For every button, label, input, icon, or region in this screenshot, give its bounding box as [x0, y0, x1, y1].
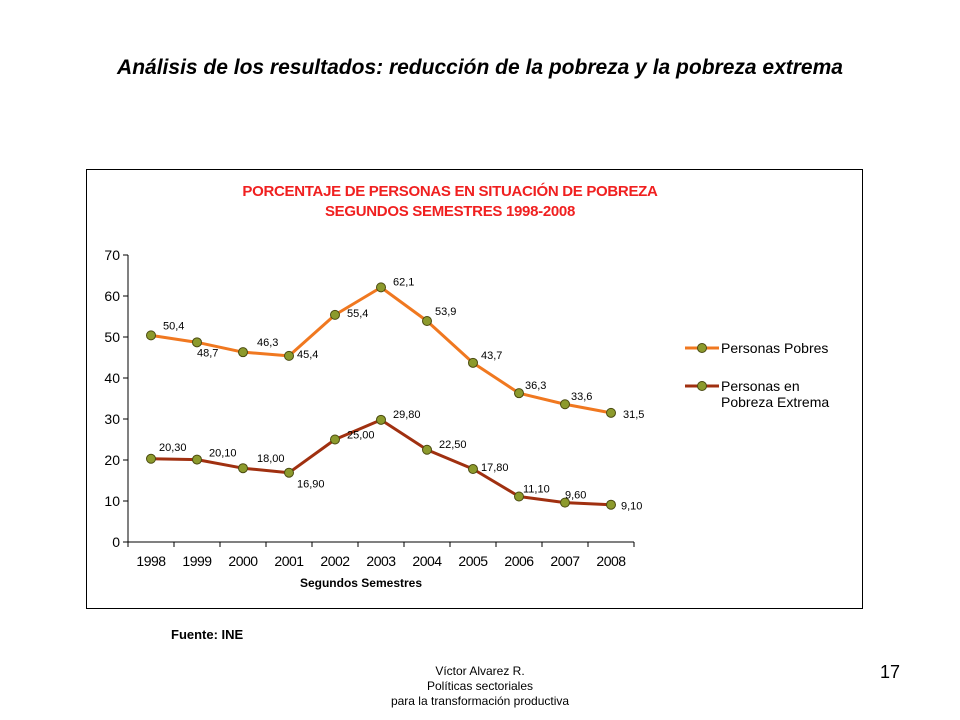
data-label: 17,80 — [481, 462, 509, 474]
data-label: 9,60 — [565, 490, 586, 502]
legend-swatch-marker — [697, 381, 707, 391]
data-label: 11,10 — [523, 483, 550, 495]
data-point-marker — [422, 444, 432, 455]
data-point-marker — [284, 350, 294, 361]
y-tick-label: 70 — [104, 247, 120, 263]
data-point-marker — [606, 499, 616, 510]
data-point-marker — [468, 464, 478, 475]
data-label: 25,00 — [347, 430, 375, 442]
data-label: 29,80 — [393, 409, 421, 421]
data-label: 53,9 — [435, 306, 456, 318]
data-point-marker — [238, 463, 248, 474]
data-point-marker — [560, 497, 570, 508]
data-label: 36,3 — [525, 380, 546, 392]
series-line-1 — [150, 285, 612, 415]
y-tick-label: 20 — [104, 452, 120, 468]
data-label: 46,3 — [257, 337, 278, 349]
y-tick-label: 0 — [112, 534, 120, 550]
data-point-marker — [514, 388, 524, 399]
data-point-marker — [376, 414, 386, 425]
x-tick-label: 2008 — [596, 553, 626, 569]
data-label: 31,5 — [623, 409, 644, 421]
data-point-marker — [146, 453, 156, 464]
x-tick-label: 1999 — [182, 553, 212, 569]
data-label: 16,90 — [297, 479, 325, 491]
footer-line-3: para la transformación productiva — [390, 694, 570, 708]
chart-title-line-2: SEGUNDOS SEMESTRES 1998-2008 — [325, 203, 575, 220]
x-axis-label: Segundos Semestres — [300, 576, 422, 590]
data-point-marker — [192, 454, 202, 465]
data-label: 48,7 — [197, 347, 218, 359]
x-tick-label: 2005 — [458, 553, 488, 569]
data-point-marker — [606, 407, 616, 418]
footer-line-2: Políticas sectoriales — [426, 679, 534, 693]
footer: Víctor Alvarez R. Políticas sectoriales … — [330, 664, 630, 709]
data-label: 55,4 — [347, 308, 368, 320]
data-label: 43,7 — [481, 350, 502, 362]
chart-title-line-1: PORCENTAJE DE PERSONAS EN SITUACIÓN DE P… — [242, 182, 658, 200]
data-label: 20,30 — [159, 442, 187, 454]
data-point-marker — [284, 467, 294, 478]
source-note: Fuente: INE — [171, 627, 244, 642]
data-point-marker — [238, 347, 248, 358]
footer-author: Víctor Alvarez R. — [435, 664, 525, 678]
y-tick-label: 30 — [104, 411, 120, 427]
data-point-marker — [330, 309, 340, 320]
x-tick-label: 2000 — [228, 553, 258, 569]
data-label: 18,00 — [257, 453, 285, 465]
x-tick-label: 1998 — [136, 553, 166, 569]
legend-swatch-marker — [697, 343, 707, 353]
slide-title: Análisis de los resultados: reducción de… — [117, 56, 843, 79]
data-point-marker — [468, 357, 478, 368]
legend-label: Personas Pobres — [721, 340, 828, 356]
data-point-marker — [560, 399, 570, 410]
data-point-marker — [376, 282, 386, 293]
x-tick-label: 2004 — [412, 553, 442, 569]
data-label: 50,4 — [163, 320, 184, 332]
data-label: 22,50 — [439, 439, 467, 451]
page-number: 17 — [880, 662, 901, 682]
data-point-marker — [422, 316, 432, 327]
chart-frame: PORCENTAJE DE PERSONAS EN SITUACIÓN DE P… — [86, 169, 863, 609]
x-tick-label: 2002 — [320, 553, 350, 569]
x-tick-label: 2003 — [366, 553, 396, 569]
data-point-marker — [330, 434, 340, 445]
x-tick-label: 2001 — [274, 553, 304, 569]
legend-label: Pobreza Extrema — [721, 394, 829, 410]
data-point-marker — [192, 337, 202, 348]
data-label: 62,1 — [393, 276, 414, 288]
data-label: 45,4 — [297, 349, 318, 361]
data-label: 33,6 — [571, 391, 592, 403]
data-label: 20,10 — [209, 448, 237, 460]
y-tick-label: 50 — [104, 329, 120, 345]
data-point-marker — [146, 330, 156, 341]
legend-label: Personas en — [721, 378, 800, 394]
y-tick-label: 10 — [104, 493, 120, 509]
y-tick-label: 60 — [104, 288, 120, 304]
data-point-marker — [514, 491, 524, 502]
y-tick-label: 40 — [104, 370, 120, 386]
data-label: 9,10 — [621, 501, 642, 513]
poverty-line-chart: PORCENTAJE DE PERSONAS EN SITUACIÓN DE P… — [104, 182, 829, 590]
x-tick-label: 2007 — [550, 553, 580, 569]
x-tick-label: 2006 — [504, 553, 534, 569]
